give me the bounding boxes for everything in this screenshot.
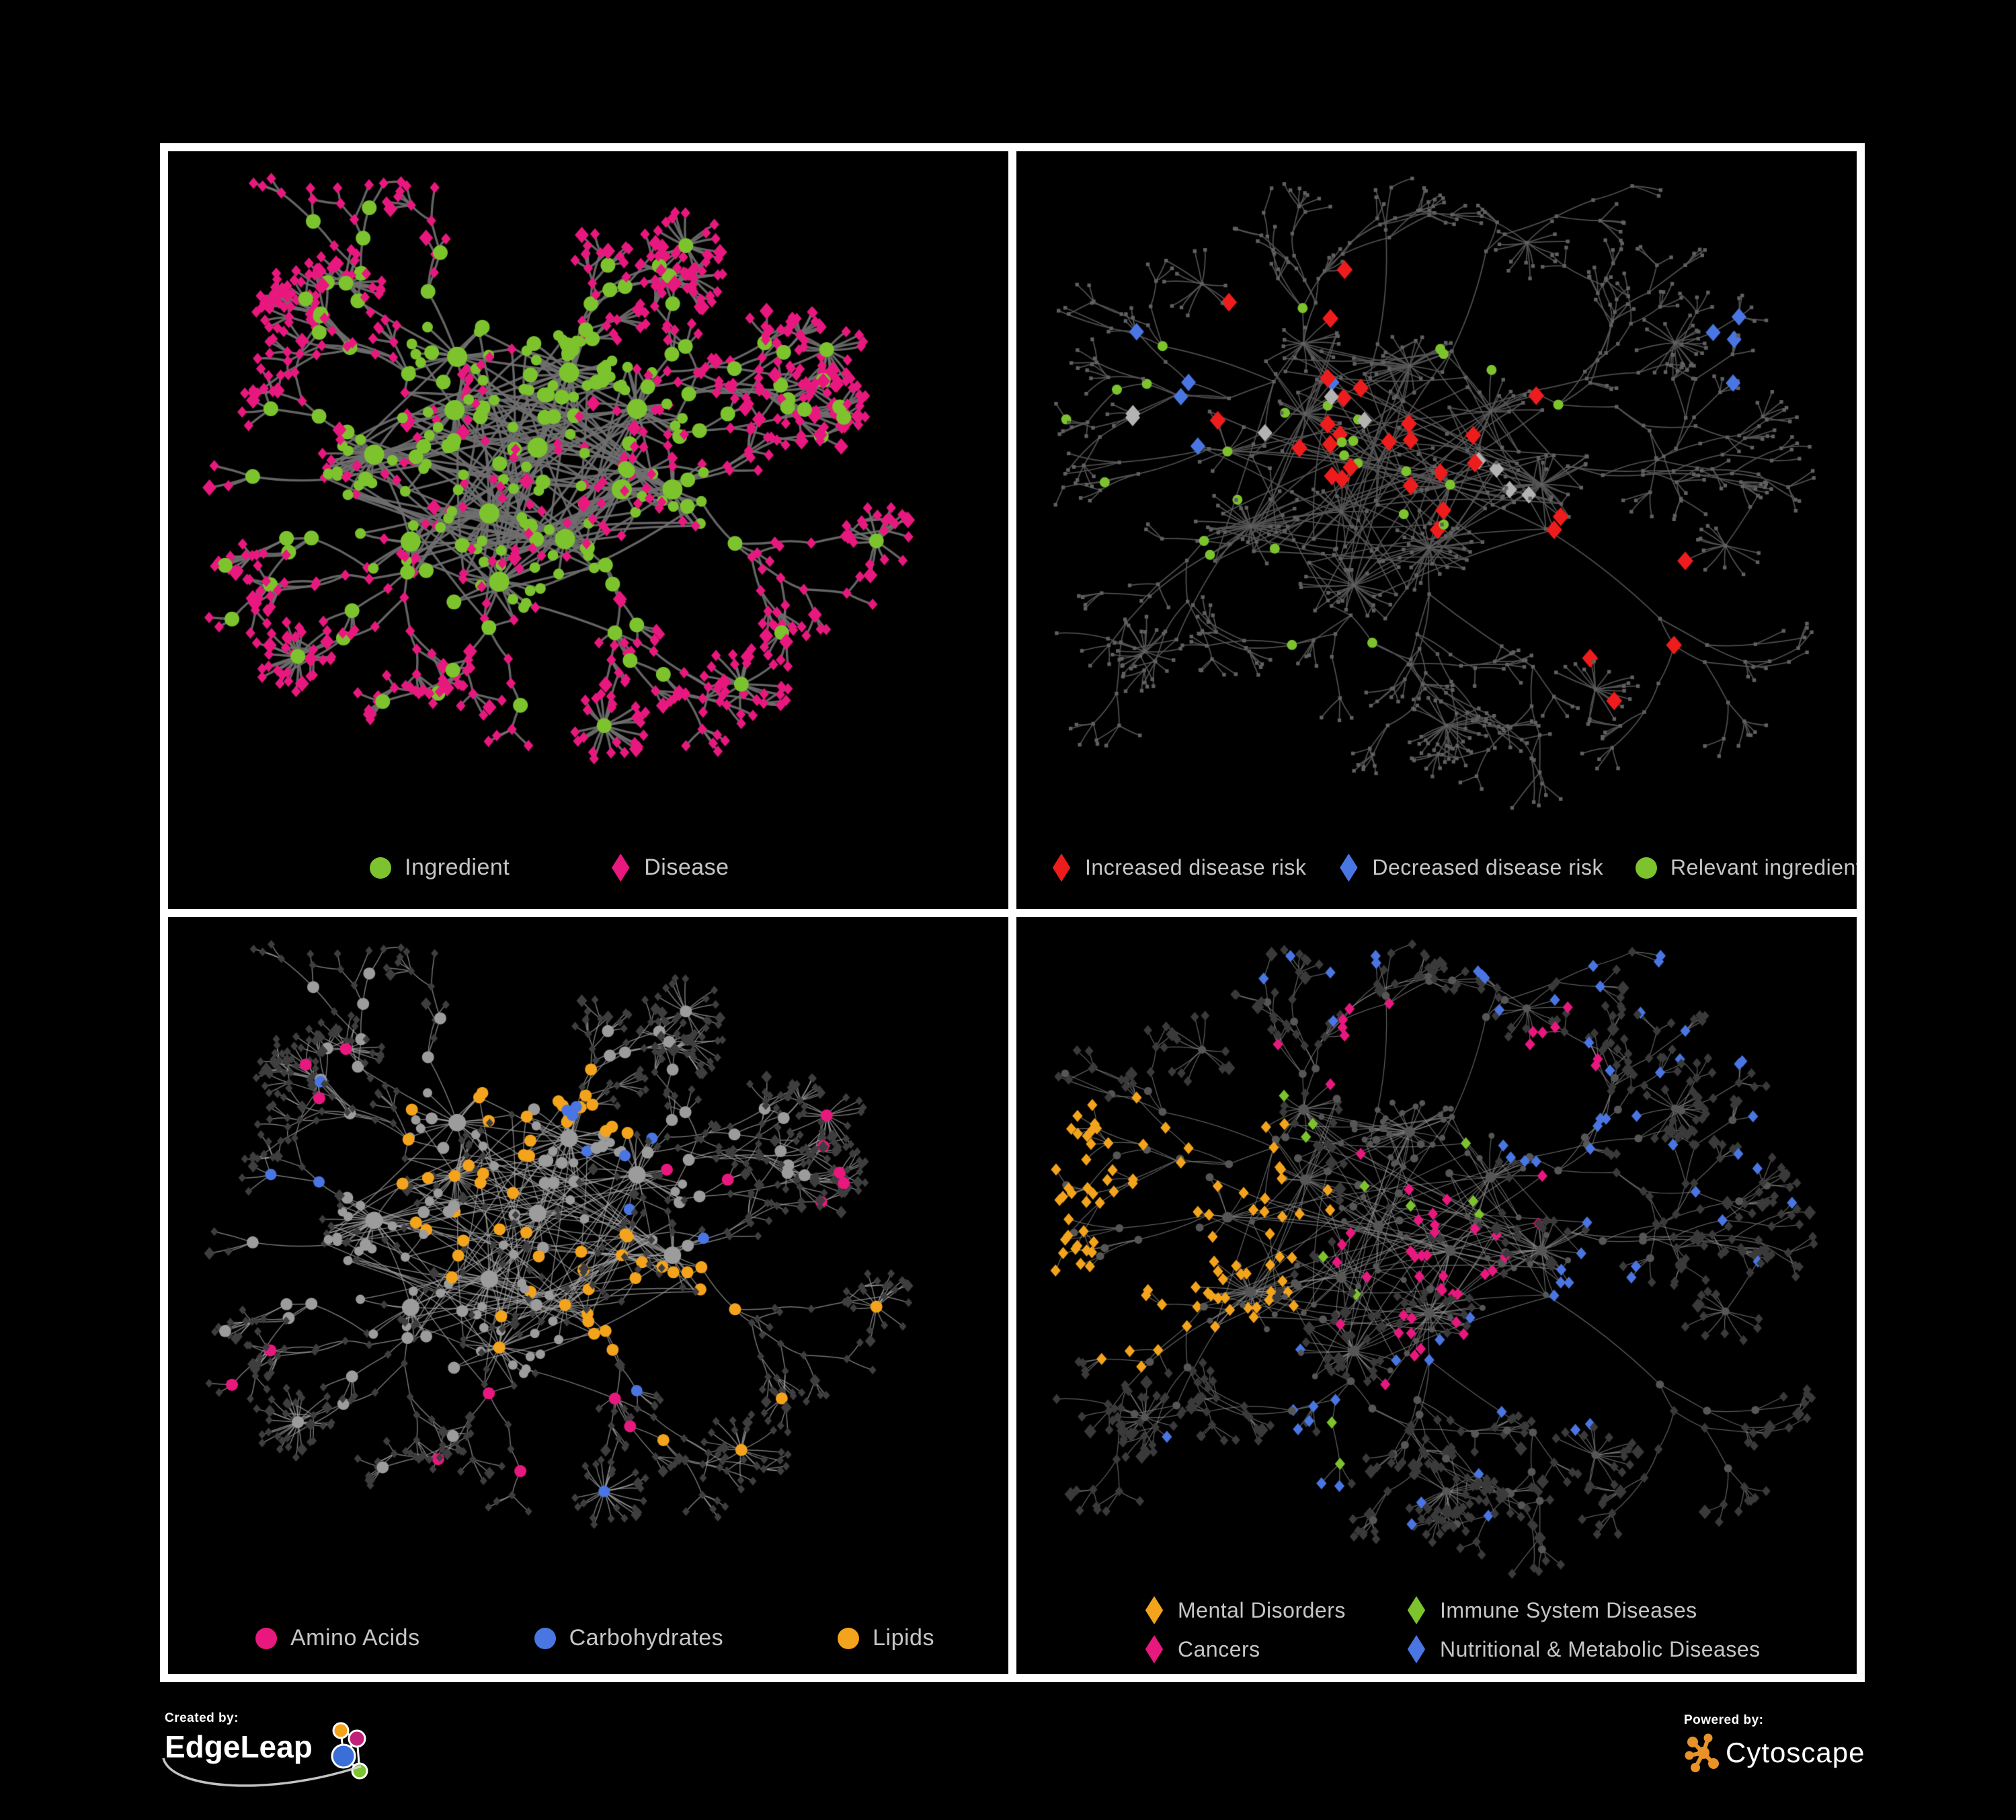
legend-label: Lipids [873, 1625, 934, 1651]
legend-label: Nutritional & Metabolic Diseases [1440, 1636, 1761, 1661]
cytoscape-wordmark: Cytoscape [1726, 1737, 1865, 1768]
panel-grid: Ingredient Disease Increased disease risk… [160, 143, 1865, 1682]
network-canvas-ingredient-disease [168, 151, 1008, 909]
panel-ingredient-disease: Ingredient Disease [164, 147, 1012, 913]
legend-item: Disease [610, 853, 729, 882]
legend-item: Immune System Diseases [1406, 1596, 1857, 1624]
legend-label: Cancers [1178, 1636, 1260, 1661]
cytoscape-logo-icon [1685, 1733, 1719, 1772]
legend-item: Decreased disease risk [1338, 853, 1603, 882]
legend-label: Ingredient [405, 855, 510, 880]
legend-disease-classes: Mental Disorders Immune System Diseases Ca… [1016, 1596, 1857, 1663]
created-by-block: Created by: EdgeLeap [162, 1711, 393, 1798]
legend-marker-diamond [1407, 1596, 1426, 1624]
legend-marker-diamond [1145, 1635, 1164, 1663]
legend-label: Disease [644, 855, 729, 880]
edgeleap-logo-icon [331, 1722, 368, 1780]
legend-marker-diamond [612, 853, 630, 882]
panel-ingredient-classes: Amino Acids Carbohydrates Lipids [164, 912, 1012, 1678]
legend-label: Amino Acids [290, 1625, 420, 1651]
legend-item: Mental Disorders [1144, 1596, 1406, 1624]
legend-ingredient-disease: Ingredient Disease [168, 853, 1008, 882]
legend-label: Immune System Diseases [1440, 1597, 1697, 1622]
legend-item: Increased disease risk [1051, 853, 1307, 882]
legend-ingredient-classes: Amino Acids Carbohydrates Lipids [168, 1625, 1008, 1651]
legend-marker-diamond [1340, 853, 1358, 882]
legend-marker-circle [838, 1627, 860, 1649]
legend-marker-diamond [1145, 1596, 1164, 1624]
legend-marker-circle [370, 857, 391, 879]
legend-item: Nutritional & Metabolic Diseases [1406, 1635, 1857, 1663]
panel-disease-classes: Mental Disorders Immune System Diseases Ca… [1012, 912, 1861, 1678]
legend-marker-diamond [1052, 853, 1071, 882]
powered-by-block: Powered by: Cytoscape [1684, 1713, 1912, 1787]
legend-marker-circle [534, 1627, 556, 1649]
network-canvas-disease-classes [1016, 916, 1857, 1675]
legend-item: Lipids [838, 1625, 934, 1651]
legend-item: Relevant ingredient [1635, 855, 1861, 880]
legend-marker-diamond [1407, 1635, 1426, 1663]
legend-label: Carbohydrates [569, 1625, 724, 1651]
legend-marker-circle [1635, 857, 1657, 879]
network-canvas-ingredient-classes [168, 916, 1008, 1675]
legend-label: Mental Disorders [1178, 1597, 1346, 1622]
legend-label: Increased disease risk [1085, 855, 1307, 879]
legend-item: Carbohydrates [534, 1625, 724, 1651]
network-canvas-disease-risk [1016, 151, 1857, 909]
legend-item: Amino Acids [255, 1625, 420, 1651]
panel-disease-risk: Increased disease risk Decreased disease … [1012, 147, 1861, 913]
legend-label: Decreased disease risk [1372, 855, 1603, 879]
legend-item: Ingredient [370, 855, 510, 881]
legend-label: Relevant ingredient [1670, 855, 1861, 879]
powered-by-label: Powered by: [1684, 1713, 1764, 1727]
edgeleap-wordmark: EdgeLeap [165, 1729, 313, 1764]
legend-item: Cancers [1144, 1635, 1406, 1663]
legend-marker-circle [255, 1627, 277, 1649]
created-by-label: Created by: [165, 1711, 239, 1725]
legend-disease-risk: Increased disease risk Decreased disease … [1016, 853, 1857, 882]
